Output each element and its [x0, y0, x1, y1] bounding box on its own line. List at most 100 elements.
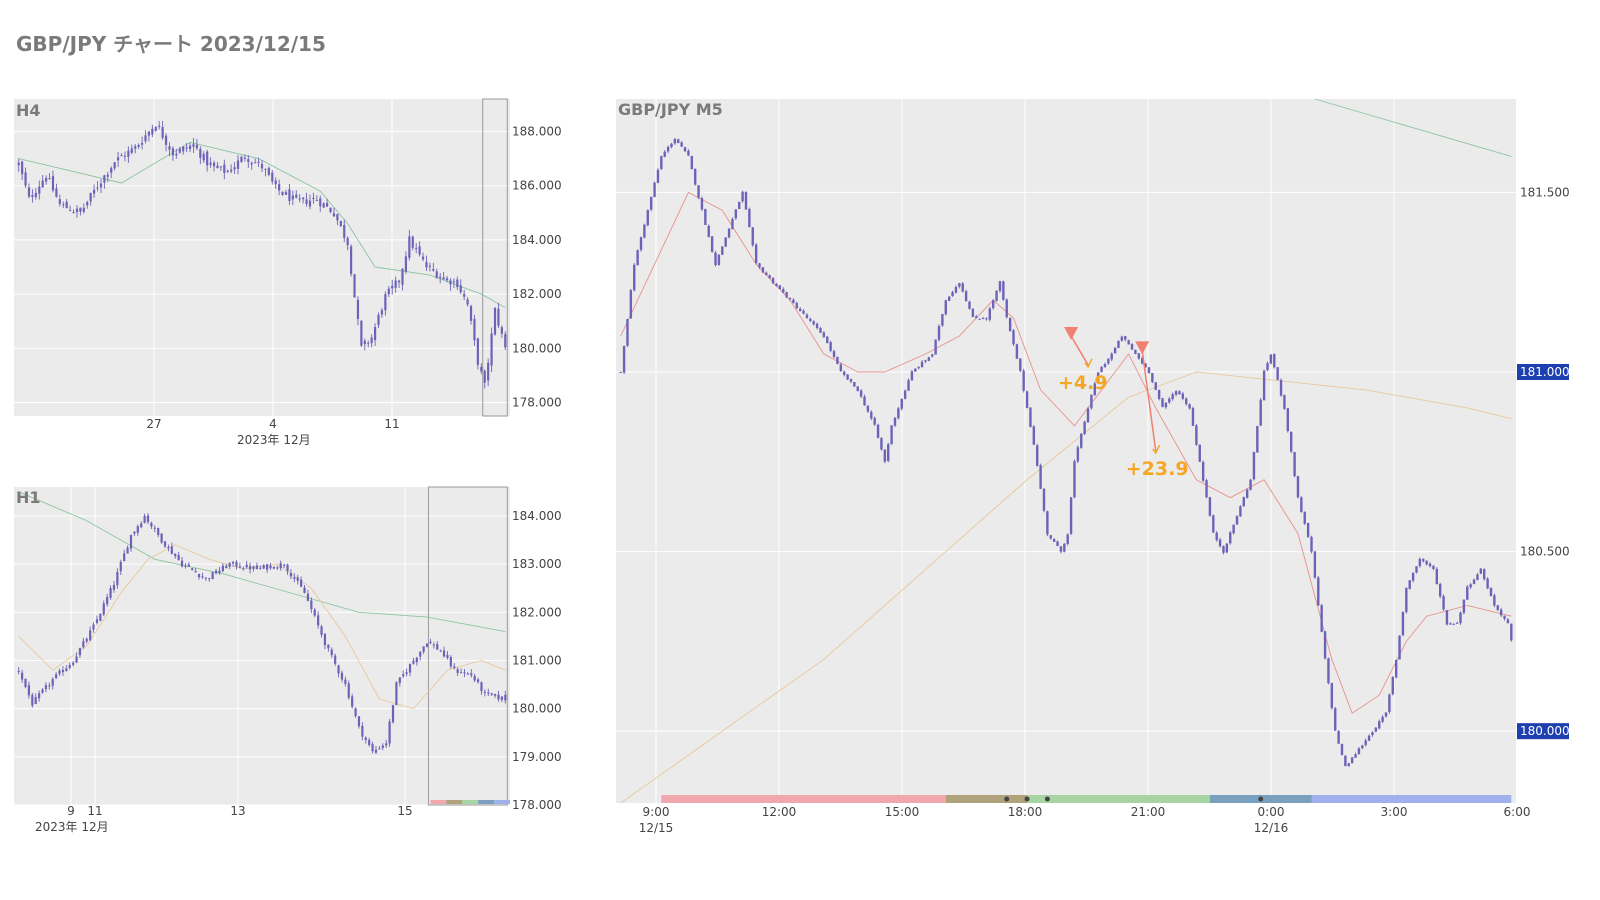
candle [1212, 514, 1215, 533]
candle [126, 545, 129, 554]
candle [1438, 582, 1442, 599]
candle [1469, 582, 1472, 590]
candle [1337, 730, 1340, 744]
candle [223, 159, 226, 180]
candle [439, 649, 442, 652]
price-badge: 180.000 [1517, 723, 1570, 740]
candle [856, 385, 859, 392]
candle [293, 573, 296, 583]
candle [363, 338, 366, 351]
candle [216, 161, 219, 169]
candle [734, 209, 738, 220]
candle [225, 563, 228, 569]
trade-marker: +23.9 [1126, 341, 1189, 480]
candle [1201, 460, 1205, 482]
candle [1174, 390, 1178, 397]
candle [255, 562, 258, 570]
candle [296, 574, 299, 585]
candle [1100, 365, 1103, 373]
candle [1076, 445, 1080, 464]
candle [349, 244, 353, 277]
candle [1242, 496, 1245, 508]
candle [463, 289, 466, 301]
candle [1459, 611, 1462, 625]
candle [113, 162, 116, 171]
candle [1269, 354, 1273, 365]
candle [829, 340, 832, 353]
candle [230, 164, 233, 174]
candle [436, 641, 439, 650]
candle [378, 745, 381, 750]
candle [75, 205, 79, 218]
candle [941, 313, 944, 327]
candle [1140, 356, 1144, 365]
candle [322, 202, 325, 209]
candle [31, 189, 34, 203]
h1-highlight-box [427, 486, 508, 806]
candle [82, 637, 85, 649]
candle [89, 626, 92, 642]
candle [1036, 443, 1039, 467]
candle [449, 278, 452, 291]
candle [1134, 349, 1137, 355]
candle [300, 576, 303, 588]
candle [158, 121, 161, 130]
session-strip [462, 800, 479, 804]
candle [62, 201, 65, 208]
candle [308, 194, 312, 210]
candle [700, 196, 704, 211]
candle [1049, 534, 1052, 540]
candle [968, 300, 971, 310]
candle [1225, 543, 1229, 554]
candle [1344, 755, 1347, 767]
candle [144, 130, 147, 144]
candle [832, 349, 836, 359]
candle [250, 161, 253, 170]
candle [157, 527, 160, 538]
candle [666, 145, 670, 154]
candle [483, 689, 486, 697]
candle [907, 378, 910, 391]
candle [41, 688, 44, 694]
candle [1117, 340, 1120, 349]
candle [106, 593, 109, 607]
candle [903, 389, 907, 400]
candle [900, 398, 903, 411]
candle [295, 190, 298, 199]
candle [182, 145, 185, 155]
candle [1354, 752, 1357, 758]
candle [99, 613, 102, 622]
session-bar [1027, 795, 1210, 803]
candle [1506, 618, 1510, 624]
candle [1486, 577, 1489, 590]
candle [1317, 576, 1320, 607]
candle [490, 327, 493, 373]
candle [1052, 538, 1056, 543]
x-tick-label: 21:00 [1131, 805, 1166, 819]
candle [704, 208, 707, 226]
candle [870, 410, 873, 421]
candle [92, 184, 96, 199]
candle [717, 254, 721, 266]
candle [629, 288, 633, 319]
candle [768, 274, 771, 279]
candle [1107, 358, 1110, 365]
candle [1432, 565, 1435, 571]
candle [243, 154, 246, 162]
candle [110, 166, 113, 179]
candle [782, 287, 785, 294]
candle [319, 195, 322, 212]
candle [931, 353, 934, 358]
candle [1422, 558, 1425, 563]
candle [1310, 535, 1313, 554]
candle [1208, 496, 1212, 517]
candle [1273, 353, 1276, 369]
candle [1455, 621, 1459, 624]
y-tick-label: 188.000 [512, 125, 562, 139]
candle [170, 542, 173, 555]
candle [1415, 566, 1418, 574]
h1-ma-slow-line [18, 491, 506, 632]
candle [1452, 623, 1455, 625]
candle [161, 120, 164, 140]
h4-highlight-box [482, 98, 508, 417]
